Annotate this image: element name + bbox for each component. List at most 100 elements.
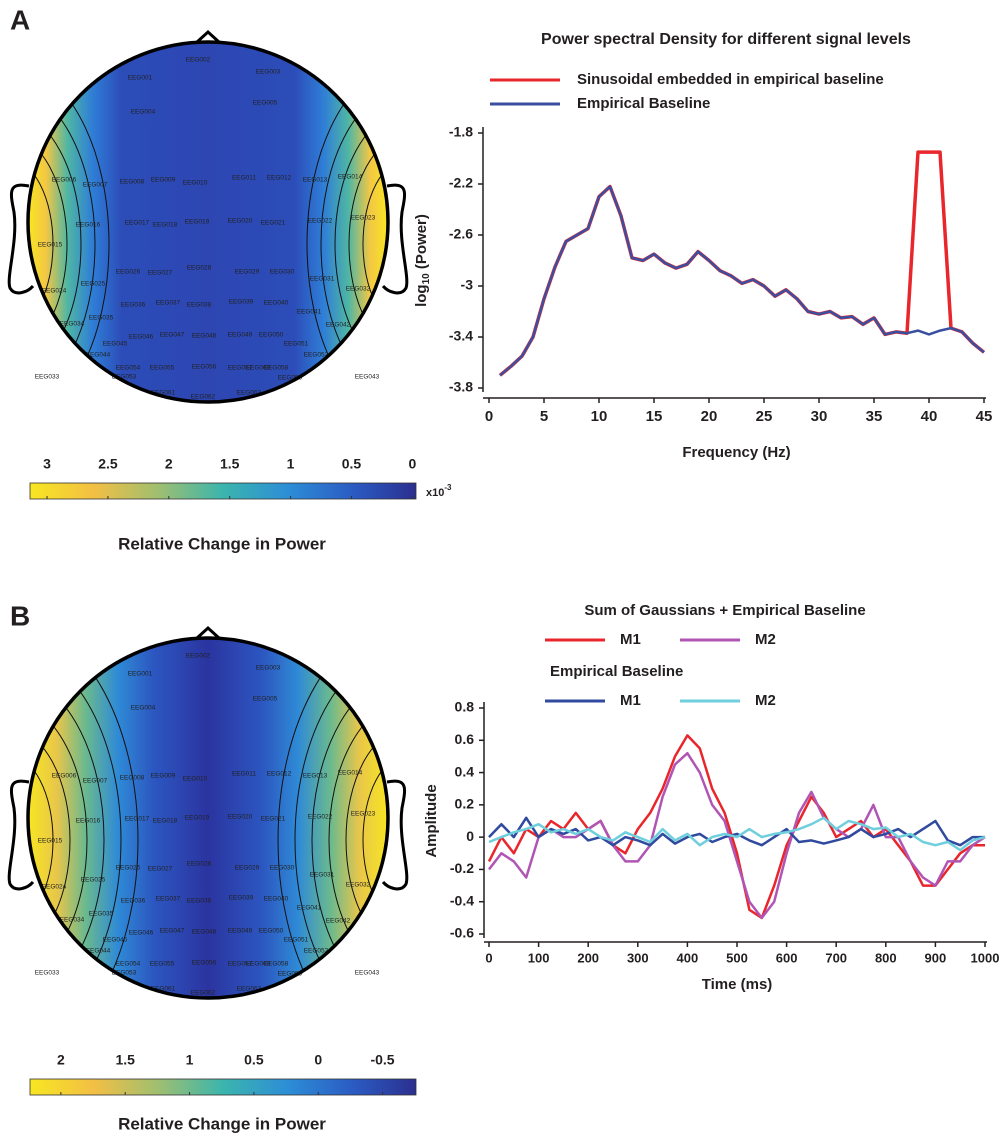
y-tick-label: 0.2 <box>455 796 475 812</box>
electrode-label: EEG016 <box>76 818 101 825</box>
electrode-label: EEG054 <box>116 365 141 372</box>
electrode-label: EEG049 <box>228 332 253 339</box>
electrode-label: EEG001 <box>128 75 153 82</box>
x-tick-label: 25 <box>756 408 773 425</box>
x-tick-label: 600 <box>776 950 798 965</box>
electrode-label: EEG015 <box>38 838 63 845</box>
electrode-label: EEG030 <box>270 269 295 276</box>
legend-label: Sinusoidal embedded in empirical baselin… <box>577 71 884 88</box>
x-tick-label: 20 <box>701 408 718 425</box>
colorbar-tick-label: 1.5 <box>220 456 240 472</box>
electrode-label: EEG022 <box>308 218 333 225</box>
y-tick-label: -1.8 <box>449 124 473 140</box>
electrode-label: EEG014 <box>338 174 363 181</box>
electrode-label: EEG008 <box>120 775 145 782</box>
x-tick-label: 200 <box>577 950 599 965</box>
electrode-label: EEG043 <box>355 970 380 977</box>
electrode-label: EEG029 <box>235 865 260 872</box>
electrode-label: EEG017 <box>125 816 150 823</box>
x-tick-label: 700 <box>825 950 847 965</box>
y-tick-label: 0.6 <box>455 731 475 747</box>
electrode-label: EEG041 <box>297 905 322 912</box>
series-line <box>498 150 986 377</box>
x-tick-label: 0 <box>485 408 493 425</box>
electrode-label: EEG040 <box>264 896 289 903</box>
electrode-label: EEG034 <box>60 917 85 924</box>
electrode-label: EEG048 <box>192 333 217 340</box>
electrode-label: EEG020 <box>228 218 253 225</box>
electrode-label: EEG023 <box>351 215 376 222</box>
electrode-label: EEG024 <box>42 288 67 295</box>
electrode-label: EEG033 <box>35 970 60 977</box>
electrode-label: EEG053 <box>112 374 137 381</box>
electrode-label: EEG019 <box>185 815 210 822</box>
x-tick-label: 0 <box>485 950 492 965</box>
electrode-label: EEG061 <box>151 390 176 397</box>
legend-group-title: Empirical Baseline <box>550 663 683 680</box>
electrode-label: EEG037 <box>156 896 181 903</box>
electrode-label: EEG033 <box>35 374 60 381</box>
contour-line <box>320 86 388 402</box>
electrode-label: EEG049 <box>228 928 253 935</box>
electrode-label: EEG040 <box>264 300 289 307</box>
x-tick-label: 1000 <box>971 950 1000 965</box>
electrode-label: EEG039 <box>229 299 254 306</box>
topomap <box>28 638 388 998</box>
colorbar <box>29 482 417 500</box>
colorbar-tick-label: 0.5 <box>342 456 362 472</box>
electrode-label: EEG026 <box>116 865 141 872</box>
electrode-label: EEG058 <box>264 961 289 968</box>
electrode-label: EEG059 <box>278 375 303 382</box>
electrode-label: EEG046 <box>129 334 154 341</box>
electrode-label: EEG056 <box>192 364 217 371</box>
electrode-label: EEG007 <box>83 182 108 189</box>
legend-label: M2 <box>755 692 776 709</box>
colorbar-tick-label: -0.5 <box>370 1052 394 1068</box>
electrode-label: EEG003 <box>256 665 281 672</box>
ylabel-base: log <box>413 284 430 307</box>
x-tick-label: 100 <box>528 950 550 965</box>
electrode-label: EEG007 <box>83 778 108 785</box>
electrode-label: EEG017 <box>125 220 150 227</box>
electrode-label: EEG014 <box>338 770 363 777</box>
contour-line <box>328 700 388 980</box>
colorbar-tick-label: 0.5 <box>244 1052 264 1068</box>
y-tick-label: -3.8 <box>449 379 473 395</box>
electrode-label: EEG058 <box>264 365 289 372</box>
electrode-label: EEG050 <box>259 332 284 339</box>
x-axis-label: Frequency (Hz) <box>682 444 790 461</box>
electrode-label: EEG036 <box>121 302 146 309</box>
chart-title: Power spectral Density for different sig… <box>541 31 911 48</box>
topomap <box>28 42 388 402</box>
electrode-label: EEG038 <box>187 302 212 309</box>
colorbar <box>29 1078 417 1096</box>
electrode-label: EEG016 <box>76 222 101 229</box>
contour-line <box>28 727 71 953</box>
electrode-label: EEG062 <box>191 394 216 401</box>
electrode-label: EEG024 <box>42 884 67 891</box>
electrode-label: EEG055 <box>150 961 175 968</box>
legend-label: M1 <box>620 692 641 709</box>
electrode-label: EEG036 <box>121 898 146 905</box>
contour-line <box>294 646 388 998</box>
electrode-label: EEG035 <box>89 911 114 918</box>
series-line <box>499 185 985 377</box>
electrode-label: EEG055 <box>150 365 175 372</box>
electrode-label: EEG046 <box>129 930 154 937</box>
y-tick-label: -3.4 <box>449 328 473 344</box>
multiplier-base: x10 <box>426 487 444 499</box>
contour-line <box>28 754 54 926</box>
electrode-label: EEG023 <box>351 811 376 818</box>
x-tick-label: 35 <box>866 408 883 425</box>
electrode-label: EEG028 <box>187 265 212 272</box>
electrode-label: EEG056 <box>192 960 217 967</box>
x-axis-label: Time (ms) <box>702 976 773 993</box>
electrode-label: EEG031 <box>310 872 335 879</box>
electrode-label: EEG030 <box>270 865 295 872</box>
contour-line <box>345 727 388 953</box>
electrode-label: EEG008 <box>120 179 145 186</box>
electrode-label: EEG029 <box>235 269 260 276</box>
x-tick-label: 45 <box>976 408 993 425</box>
x-tick-label: 400 <box>677 950 699 965</box>
